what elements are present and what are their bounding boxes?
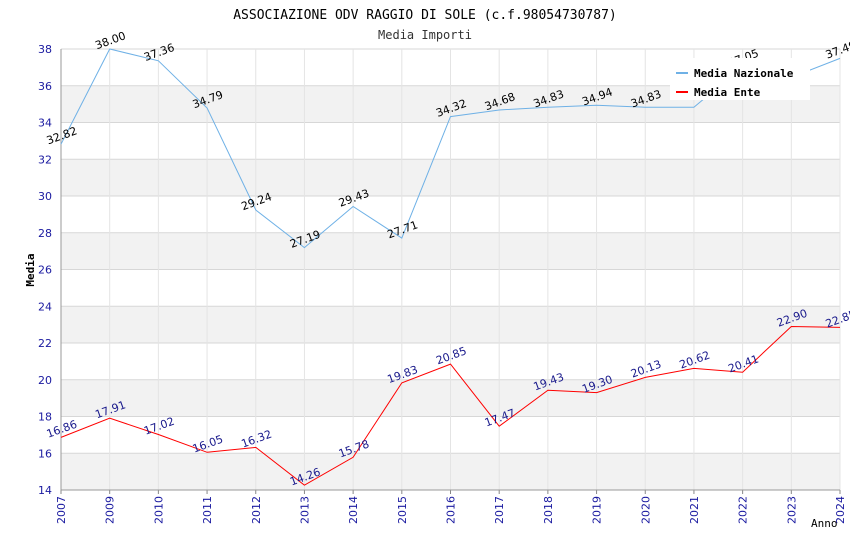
chart-title: ASSOCIAZIONE ODV RAGGIO DI SOLE (c.f.980…: [233, 8, 617, 23]
y-tick-label: 32: [38, 153, 52, 166]
x-tick-label: 2022: [737, 496, 750, 524]
x-tick-labels: 2007 2009 2010 2011 2012 2013 2014 2015 2016 2017…: [55, 496, 847, 524]
legend-entry: Media Ente: [694, 86, 761, 99]
y-tick-label: 30: [38, 190, 52, 203]
axes: [60, 49, 841, 494]
x-tick-label: 2019: [591, 496, 604, 524]
x-tick-label: 2013: [298, 496, 311, 524]
y-tick-label: 14: [38, 484, 52, 497]
x-tick-label: 2012: [250, 496, 263, 524]
chart-subtitle: Media Importi: [378, 28, 472, 42]
y-tick-label: 38: [38, 43, 52, 56]
x-tick-label: 2024: [834, 496, 847, 524]
x-axis-label: Anno: [811, 517, 838, 530]
legend-box: [670, 58, 810, 100]
legend-entry: Media Nazionale: [694, 67, 794, 80]
data-label: 37.49: [824, 39, 850, 62]
x-tick-label: 2011: [201, 496, 214, 524]
y-tick-label: 28: [38, 227, 52, 240]
y-tick-label: 16: [38, 447, 52, 460]
y-axis-label: Media: [24, 253, 37, 286]
data-label: 16.32: [240, 428, 274, 451]
x-tick-label: 2010: [152, 496, 165, 524]
x-tick-label: 2014: [347, 496, 360, 524]
y-tick-label: 20: [38, 374, 52, 387]
y-tick-label: 24: [38, 300, 52, 313]
data-label: 37.36: [142, 41, 176, 64]
y-tick-labels: 14 16 18 20 22 24 26 28 30 32 34 36 38: [38, 43, 52, 497]
y-tick-label: 22: [38, 337, 52, 350]
series-line-1: [60, 325, 841, 486]
x-tick-label: 2023: [785, 496, 798, 524]
x-tick-label: 2016: [445, 496, 458, 524]
y-tick-label: 18: [38, 411, 52, 424]
y-tick-label: 26: [38, 264, 52, 277]
x-tick-label: 2015: [396, 496, 409, 524]
legend: Media Nazionale Media Ente: [670, 58, 810, 100]
x-tick-label: 2020: [639, 496, 652, 524]
grid-lines: [60, 48, 841, 491]
x-tick-label: 2021: [688, 496, 701, 524]
x-tick-label: 2007: [55, 496, 68, 524]
x-tick-label: 2017: [493, 496, 506, 524]
x-tick-label: 2018: [542, 496, 555, 524]
x-tick-label: 2009: [104, 496, 117, 524]
data-label: 20.85: [434, 344, 468, 367]
y-tick-label: 34: [38, 117, 52, 130]
y-tick-label: 36: [38, 80, 52, 93]
